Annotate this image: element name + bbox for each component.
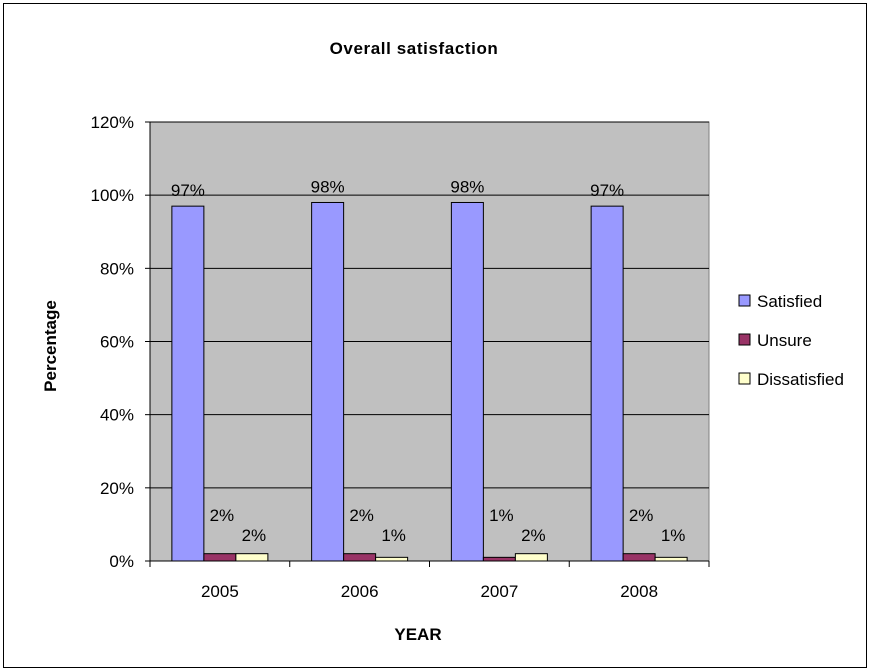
chart-title: Overall satisfaction <box>330 39 499 58</box>
y-tick-label: 20% <box>100 479 134 498</box>
legend-label: Dissatisfied <box>757 370 844 389</box>
x-tick-label: 2007 <box>480 582 518 601</box>
data-label: 2% <box>521 526 546 545</box>
bars <box>171 201 688 562</box>
bar-unsure <box>203 553 237 562</box>
bar-satisfied <box>171 205 205 562</box>
y-axis-title: Percentage <box>41 300 60 392</box>
chart: Overall satisfaction 0% 20% 40% 60% 80% 100% 1… <box>41 39 866 644</box>
y-tick-label: 60% <box>100 333 134 352</box>
data-label: 98% <box>450 177 484 196</box>
bar-dissatisfied <box>375 556 409 562</box>
bar-satisfied <box>450 201 484 562</box>
bar-unsure <box>343 553 377 562</box>
data-label: 98% <box>311 177 345 196</box>
data-label: 97% <box>590 181 624 200</box>
bar-dissatisfied <box>654 556 688 562</box>
x-tick-label: 2008 <box>620 582 658 601</box>
y-tick-label: 40% <box>100 406 134 425</box>
data-label: 1% <box>489 506 514 525</box>
legend-box <box>729 279 866 404</box>
bar-satisfied <box>311 201 345 562</box>
bar-unsure <box>482 556 516 562</box>
legend: Satisfied Unsure Dissatisfied <box>729 279 866 404</box>
data-label: 2% <box>242 526 267 545</box>
legend-swatch <box>738 294 751 307</box>
legend-label: Satisfied <box>757 292 822 311</box>
data-label: 97% <box>171 181 205 200</box>
legend-swatch <box>738 372 751 385</box>
data-label: 1% <box>381 526 406 545</box>
x-axis-title: YEAR <box>394 625 441 644</box>
legend-label: Unsure <box>757 331 812 350</box>
chart-frame: Overall satisfaction 0% 20% 40% 60% 80% 100% 1… <box>3 3 867 668</box>
y-tick-label: 80% <box>100 259 134 278</box>
legend-swatch <box>738 333 751 346</box>
y-tick-label: 100% <box>91 186 134 205</box>
axes: 0% 20% 40% 60% 80% 100% 120% 2005 2006 2007 2008 <box>91 113 710 601</box>
y-tick-label: 0% <box>109 552 134 571</box>
data-label: 2% <box>629 506 654 525</box>
data-label: 1% <box>661 526 686 545</box>
bar-satisfied <box>590 205 624 562</box>
bar-dissatisfied <box>235 553 269 562</box>
y-tick-label: 120% <box>91 113 134 132</box>
x-tick-label: 2006 <box>341 582 379 601</box>
x-tick-label: 2005 <box>201 582 239 601</box>
data-labels: 97% 2% 2% 98% 2% 1% 98% 1% 2% 97% 2% 1% <box>171 177 686 545</box>
data-label: 2% <box>210 506 235 525</box>
bar-unsure <box>622 553 656 562</box>
data-label: 2% <box>349 506 374 525</box>
bar-dissatisfied <box>514 553 548 562</box>
